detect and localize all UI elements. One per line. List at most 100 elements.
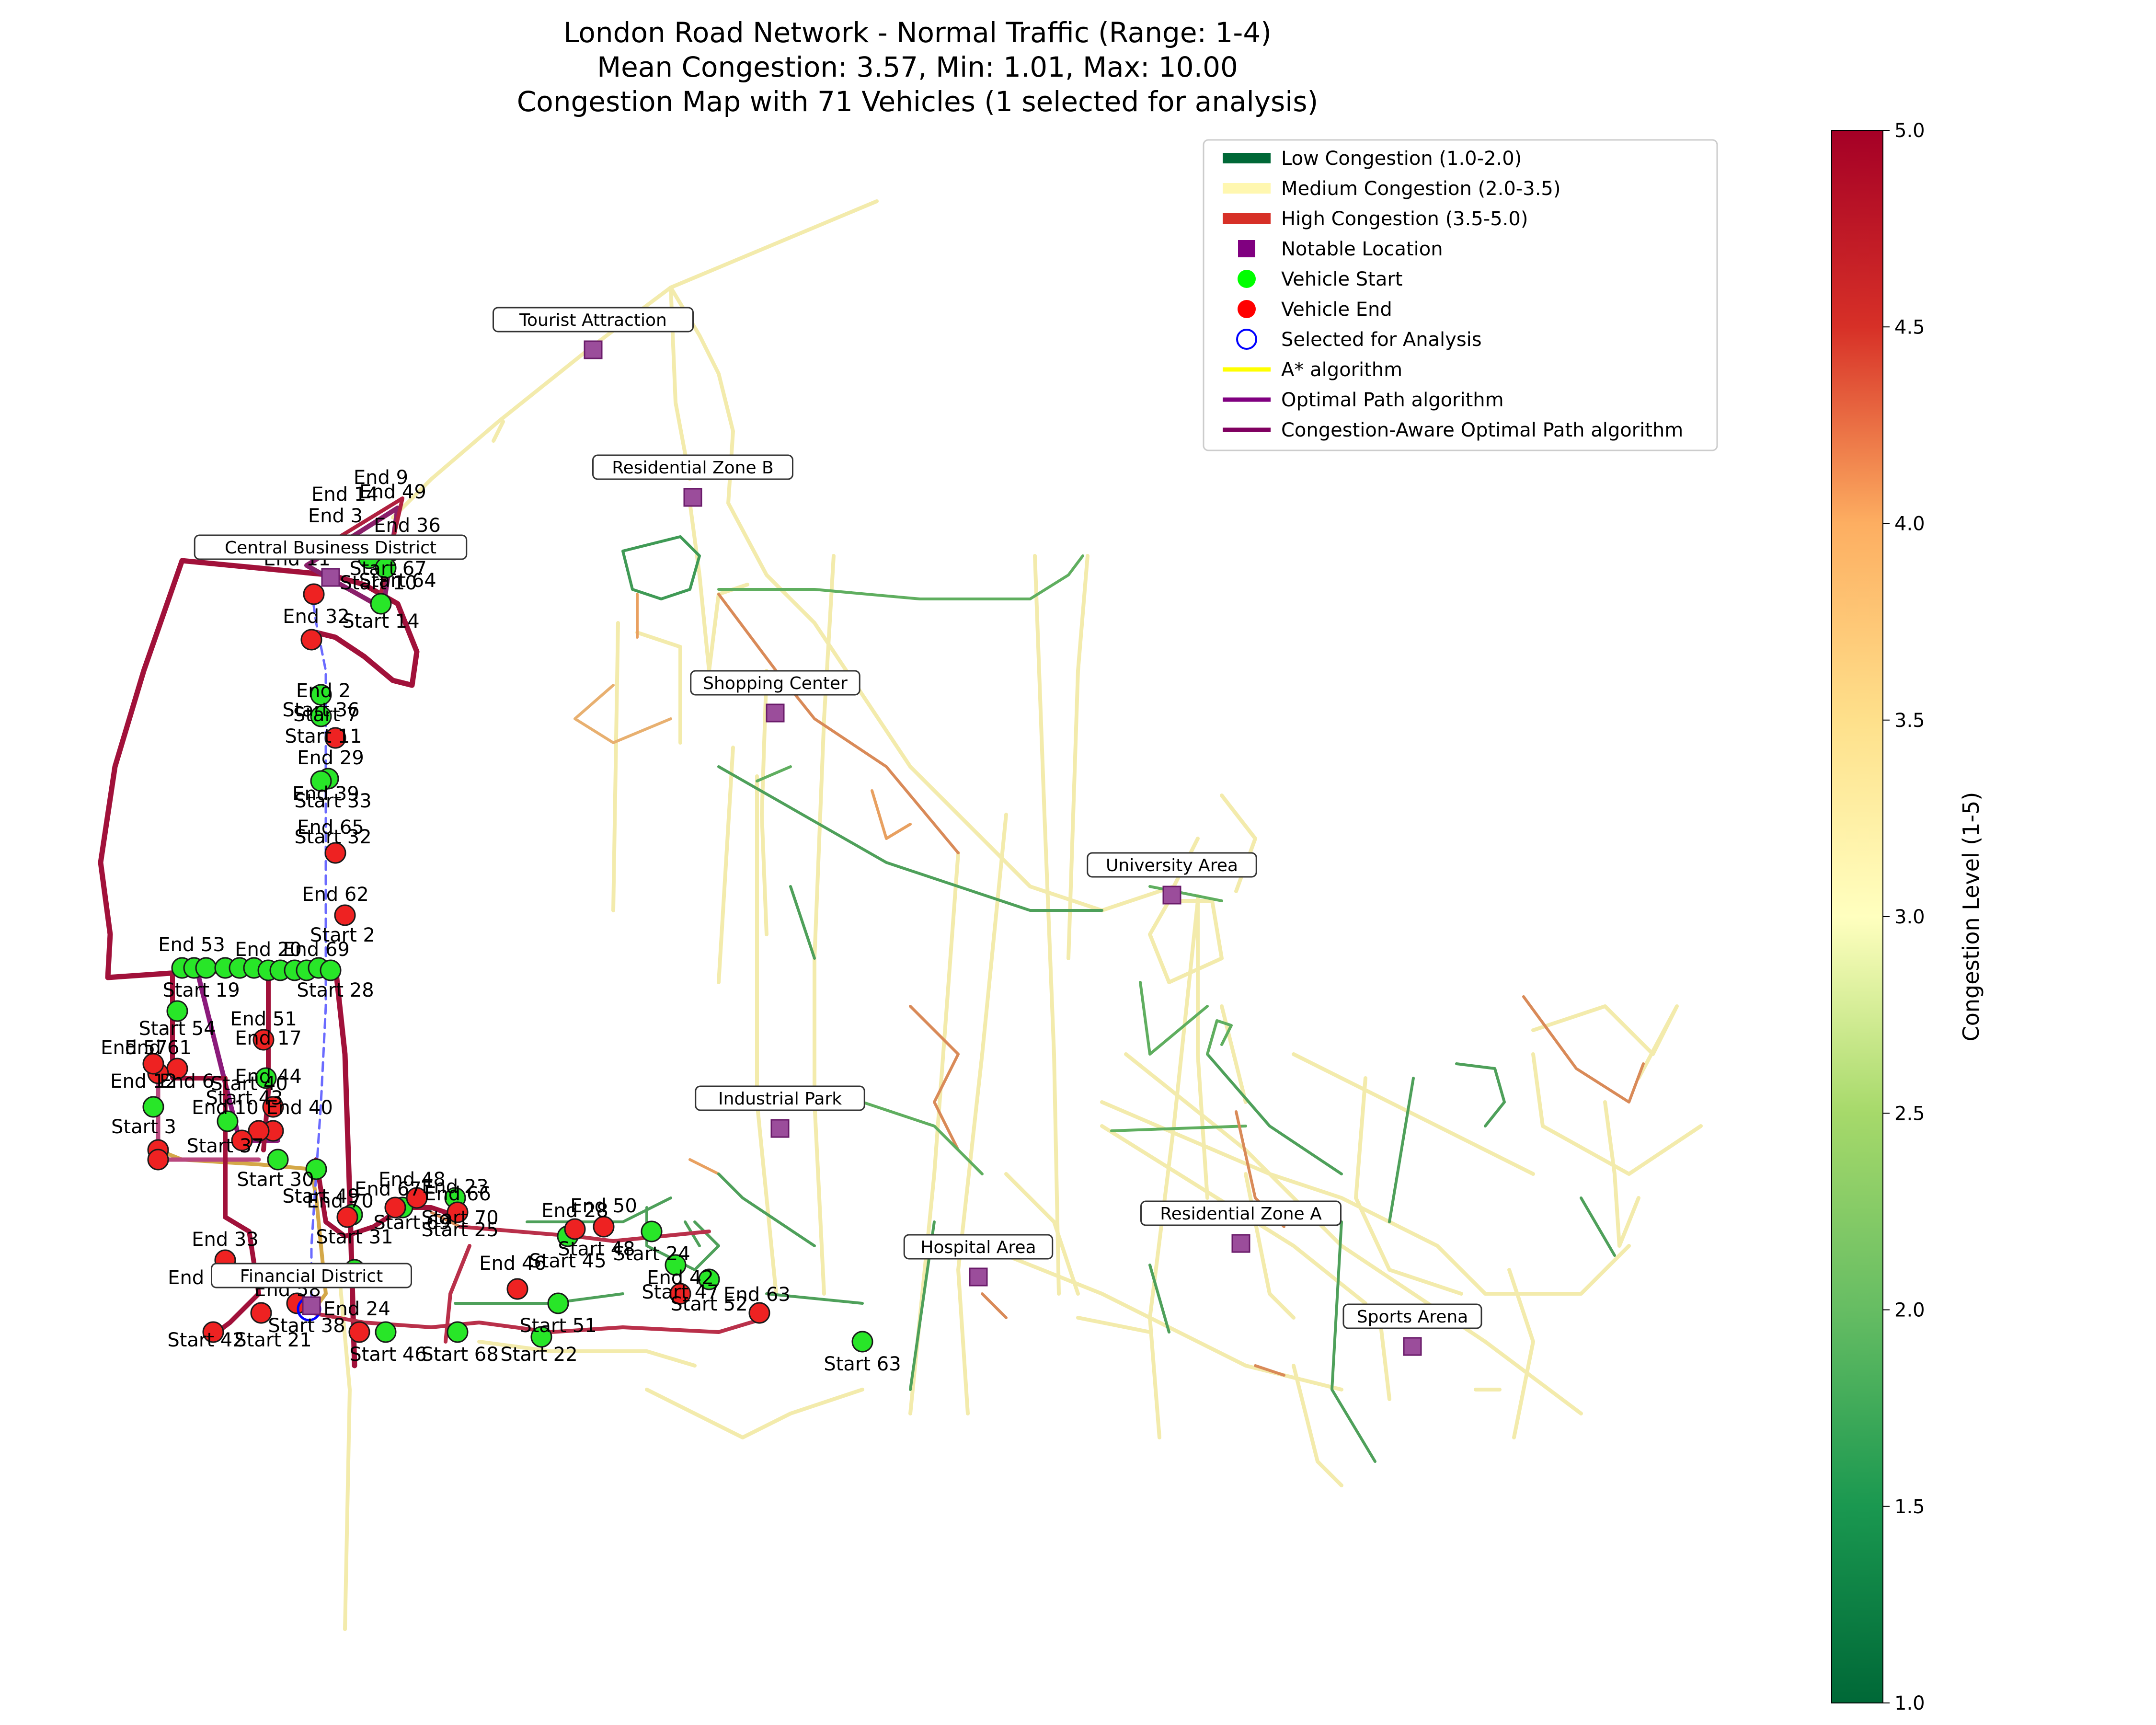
vehicle-label-start-25: Start 25 xyxy=(421,1219,498,1241)
vehicle-label-end-48: End 48 xyxy=(378,1169,446,1191)
vehicle-label-end-2: End 2 xyxy=(296,680,351,702)
location-label-box xyxy=(1087,852,1257,878)
vehicle-label-end-42: End 42 xyxy=(647,1267,714,1289)
location-marker xyxy=(766,703,785,723)
colorbar-tick-label: 4.0 xyxy=(1894,513,1925,535)
vehicle-label-end-24: End 24 xyxy=(323,1298,390,1320)
road-network xyxy=(338,199,1703,1631)
notable-locations: Tourist Attraction Residential Zone B Cent… xyxy=(194,307,1482,1356)
location-label-box xyxy=(493,307,694,333)
vehicle-label-end-46: End 46 xyxy=(479,1253,546,1275)
location-label-box xyxy=(903,1234,1054,1260)
vehicle-start-marker xyxy=(698,1268,720,1290)
location-marker xyxy=(302,1296,321,1315)
legend-label: Selected for Analysis xyxy=(1281,329,1482,351)
legend-label: Congestion-Aware Optimal Path algorithm xyxy=(1281,419,1683,441)
location-marker xyxy=(969,1267,988,1287)
colorbar-ticks: 1.0 1.5 2.0 2.5 3.0 3.5 4.0 4.5 5.0 xyxy=(1883,120,1925,1714)
location-label: Financial District xyxy=(240,1266,383,1286)
location-marker xyxy=(1231,1234,1250,1253)
location-label-box xyxy=(211,1263,412,1288)
location-central-business-district: Central Business District xyxy=(194,534,468,587)
location-marker xyxy=(1403,1337,1422,1356)
bottom-route xyxy=(310,1311,768,1334)
vehicle-end-marker xyxy=(303,583,325,605)
vehicle-label-start-11: Start 11 xyxy=(285,725,362,748)
vehicle-label-start-51: Start 51 xyxy=(519,1315,596,1337)
colorbar-tick-label: 3.0 xyxy=(1894,906,1925,928)
legend-items: Low Congestion (1.0-2.0) Medium Congestio… xyxy=(1223,148,1683,441)
vehicle-label-end-14: End 14 xyxy=(311,483,378,506)
location-marker xyxy=(770,1119,790,1138)
location-marker xyxy=(321,568,340,587)
center-route xyxy=(314,1157,462,1239)
location-label-box xyxy=(695,1085,865,1111)
vehicle-start-marker xyxy=(375,1321,397,1343)
vehicle-label-end-65: End 65 xyxy=(297,816,364,839)
vehicle-label-end-20: End 20 xyxy=(235,939,302,961)
vehicle-label-start-43: Start 43 xyxy=(206,1087,283,1109)
vehicle-label-end-9: End 9 xyxy=(354,467,408,489)
location-shopping-center: Shopping Center xyxy=(690,670,860,723)
vehicle-start-marker xyxy=(255,1067,277,1089)
legend-item-medium-congestion-2-0-3-5: Medium Congestion (2.0-3.5) xyxy=(1223,178,1560,200)
vehicle-label-start-30: Start 30 xyxy=(237,1169,314,1191)
vehicle-label-end-3: End 3 xyxy=(308,505,363,527)
vehicle-label-start-24: Start 24 xyxy=(613,1243,690,1265)
vehicle-label-end-28: End 28 xyxy=(541,1200,608,1222)
vehicle-label-end-17: End 17 xyxy=(235,1027,302,1049)
lower-route xyxy=(458,1225,711,1243)
location-label-box xyxy=(194,534,468,560)
location-label: University Area xyxy=(1106,856,1238,875)
location-label: Residential Zone A xyxy=(1160,1204,1322,1224)
colorbar-tick-label: 5.0 xyxy=(1894,120,1925,142)
vehicle-label-end-62: End 62 xyxy=(302,884,369,906)
legend-item-vehicle-start: Vehicle Start xyxy=(1238,268,1402,290)
legend-item-selected-for-analysis: Selected for Analysis xyxy=(1236,329,1482,351)
vehicle-label-end-29: End 29 xyxy=(297,747,364,769)
vehicle-label-start-68: Start 68 xyxy=(421,1344,498,1366)
vehicle-label-end-70: End 70 xyxy=(307,1190,374,1212)
vehicle-label-start-54: Start 54 xyxy=(138,1018,216,1040)
vehicle-end-marker xyxy=(348,1321,370,1343)
vehicle-end-marker xyxy=(334,904,356,926)
vehicle-start-marker xyxy=(851,1331,873,1353)
location-university-area: University Area xyxy=(1087,852,1257,905)
vehicle-label-start-67: Start 67 xyxy=(349,558,426,580)
vehicle-label-start-14: Start 14 xyxy=(342,610,419,632)
vehicle-label-start-32: Start 32 xyxy=(294,826,371,848)
colorbar-label: Congestion Level (1-5) xyxy=(1958,792,1984,1042)
colorbar-tick-label: 1.5 xyxy=(1894,1496,1925,1518)
title-line-1: London Road Network - Normal Traffic (Ra… xyxy=(563,16,1272,49)
location-financial-district: Financial District xyxy=(211,1263,412,1315)
vehicle-label-end-50: End 50 xyxy=(570,1195,637,1217)
legend-item-vehicle-end: Vehicle End xyxy=(1238,299,1392,321)
legend-item-optimal-path-algorithm: Optimal Path algorithm xyxy=(1223,389,1504,411)
location-sports-arena: Sports Arena xyxy=(1342,1303,1482,1356)
vehicle-label-start-47: Start 47 xyxy=(642,1281,719,1303)
vehicle-start-marker xyxy=(217,1110,239,1132)
vehicle-end-marker xyxy=(336,1206,358,1228)
vehicle-label-start-70: Start 70 xyxy=(421,1207,498,1229)
vehicle-label-end-57: End 57 xyxy=(101,1037,168,1059)
location-marker xyxy=(584,340,603,359)
vehicle-start-marker xyxy=(305,1158,327,1180)
legend-label: High Congestion (3.5-5.0) xyxy=(1281,208,1528,230)
vehicle-label-start-63: Start 63 xyxy=(824,1353,901,1375)
vehicle-label-end-6: End 6 xyxy=(160,1070,214,1092)
vehicle-start-marker xyxy=(166,1000,188,1022)
vehicle-end-marker xyxy=(447,1201,469,1223)
vehicle-end-marker xyxy=(250,1302,272,1324)
legend-item-high-congestion-3-5-5-0: High Congestion (3.5-5.0) xyxy=(1223,208,1528,230)
vehicle-label-start-7: Start 7 xyxy=(293,704,358,726)
vehicle-label-end-10: End 10 xyxy=(192,1097,259,1119)
vehicle-end-marker xyxy=(202,1321,224,1343)
vehicle-label-start-46: Start 46 xyxy=(349,1344,426,1366)
vehicle-end-marker xyxy=(593,1216,615,1238)
title-line-3: Congestion Map with 71 Vehicles (1 selec… xyxy=(517,85,1319,118)
vehicle-end-marker xyxy=(262,1096,284,1118)
vehicle-label-end-36: End 36 xyxy=(374,515,441,537)
vehicle-end-marker xyxy=(324,727,346,749)
location-label: Tourist Attraction xyxy=(519,310,667,330)
